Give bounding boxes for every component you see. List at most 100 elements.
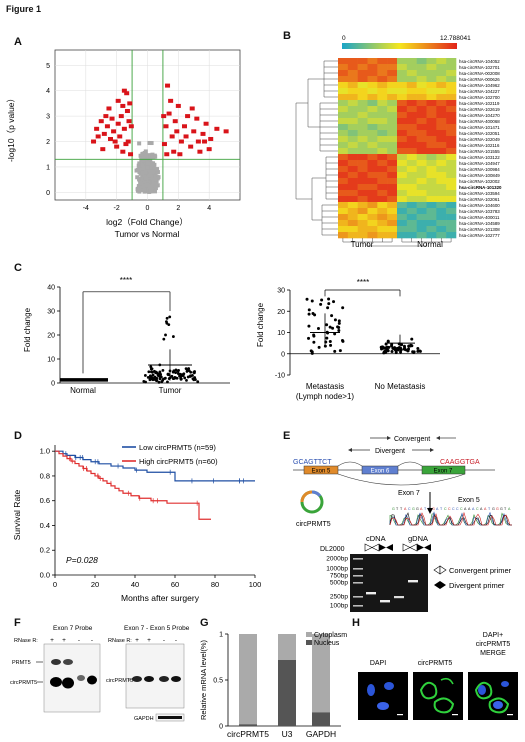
heatmap-row-label: hsa-circRNA-102051 (459, 131, 500, 136)
volcano-point-sig (126, 119, 132, 124)
heatmap-cell (347, 136, 358, 143)
heatmap-cell (416, 106, 427, 113)
heatmap-cell (367, 160, 378, 167)
heatmap-cell (416, 100, 427, 107)
heatmap-cell (446, 124, 457, 131)
heatmap-cell (406, 148, 417, 155)
volcano-point-ns (153, 177, 158, 182)
c2-nometastasis-point (418, 349, 422, 353)
heatmap-cell (426, 64, 437, 71)
heatmap-cell (377, 58, 388, 65)
heatmap-cell (426, 76, 437, 83)
sanger-chromatogram: GTTACGGATCGATCCCCCAAACAATGGGTA (389, 507, 512, 526)
c2-metastasis-point (337, 328, 341, 332)
heatmap-cell (377, 64, 388, 71)
chromatogram-base: A (464, 507, 467, 511)
heatmap-cell (446, 106, 457, 113)
heatmap-cell (367, 178, 378, 185)
heatmap-cell (338, 82, 349, 89)
volcano-point-ns (143, 178, 148, 183)
kaplan-meier-plot: 0 20 40 60 80 100 0.0 0.2 0.4 0.6 0.8 1.0 Low circP… (12, 443, 261, 603)
rnase-signs: + + - - + + - - (50, 637, 177, 644)
volcano-point-ns (143, 149, 148, 154)
heatmap-cell (397, 58, 408, 65)
heatmap-cell (347, 58, 358, 65)
fish-image-circ (413, 672, 463, 720)
heatmap-cell (357, 136, 368, 143)
heatmap-row-labels: hsa-circRNA-104052hsa-circRNA-102701hsa-… (459, 59, 502, 238)
c2-nometastasis-point (383, 346, 387, 350)
heatmap-cell (426, 226, 437, 233)
heatmap-cell (367, 58, 378, 65)
g-ytick: 0.5 (213, 678, 223, 685)
g-legend-cyto-swatch (306, 632, 312, 637)
blot2-rnase: RNase R: (108, 638, 132, 644)
heatmap-row-label: hsa-circRNA-101308 (459, 227, 500, 232)
heatmap-cell (347, 178, 358, 185)
volcano-point-ns (147, 173, 152, 178)
heatmap-row-label: hsa-circRNA-000626 (459, 77, 500, 82)
c2-nometastasis-point (380, 345, 384, 349)
c1-tumor-point (151, 377, 155, 381)
heatmap-row-label: hsa-circRNA-104947 (459, 161, 500, 166)
heatmap-cell (387, 106, 398, 113)
heatmap-cell (387, 82, 398, 89)
heatmap-cell (387, 124, 398, 131)
gel-band (366, 592, 376, 595)
heatmap-cell (426, 100, 437, 107)
heatmap-cell (416, 130, 427, 137)
heatmap-cell (446, 226, 457, 233)
volcano-point-ns (144, 153, 149, 158)
gel-cdna: cDNA (366, 534, 386, 543)
c2-metastasis-point (307, 324, 311, 328)
heatmap-cell (347, 112, 358, 119)
heatmap-cell (416, 226, 427, 233)
volcano-point-sig (200, 131, 206, 136)
heatmap-cell (446, 202, 457, 209)
volcano-point-sig (94, 126, 100, 131)
heatmap-cell (436, 148, 447, 155)
heatmap-cell (397, 226, 408, 233)
volcano-xtick: -4 (83, 205, 89, 212)
c1-tumor-point (162, 377, 165, 381)
volcano-point-ns (146, 153, 151, 158)
heatmap-cell (377, 220, 388, 227)
chromatogram-base: A (472, 507, 475, 511)
c1-tumor-point (165, 321, 169, 325)
heatmap-cell (338, 106, 349, 113)
heatmap-cell (357, 160, 368, 167)
c2-cat-sublabel: (Lymph node>1) (296, 392, 355, 401)
heatmap-cell (347, 208, 358, 215)
heatmap-cell (416, 196, 427, 203)
volcano-point-sig (208, 136, 214, 141)
lane-marker-divergent (417, 544, 424, 551)
heatmap-cell (387, 118, 398, 125)
c2-points (305, 297, 422, 355)
c1-tumor-point (189, 374, 193, 378)
heatmap-row-label: hsa-circRNA-101320 (459, 185, 502, 190)
rnase-sign: + (147, 637, 151, 644)
volcano-point-sig (161, 114, 167, 119)
c2-metastasis-point (325, 336, 329, 340)
c1-tumor-point (154, 371, 158, 375)
heatmap-cell (347, 64, 358, 71)
heatmap-cell (406, 64, 417, 71)
volcano-point-ns (153, 173, 158, 178)
volcano-point-sig (202, 139, 208, 144)
heatmap-cell (357, 196, 368, 203)
heatmap-cell (367, 100, 378, 107)
northern-blot-panel: Exon 7 Probe Exon 7 - Exon 5 Probe RNase… (10, 625, 190, 722)
gel-gdna: gDNA (408, 534, 428, 543)
c1-tumor-point (166, 372, 170, 376)
heatmap-cell (397, 124, 408, 131)
volcano-point-ns (135, 175, 140, 180)
volcano-point-ns (151, 174, 156, 179)
c1-axes: 0 10 20 30 40 (47, 285, 230, 388)
exon6-box (361, 465, 399, 475)
c2-nometastasis-point (399, 350, 403, 354)
heatmap-row-label: hsa-circRNA-104227 (459, 89, 500, 94)
c2-metastasis-point (316, 326, 320, 330)
heatmap-cell (338, 76, 349, 83)
volcano-point-ns (137, 141, 142, 146)
heatmap-cell (387, 166, 398, 173)
